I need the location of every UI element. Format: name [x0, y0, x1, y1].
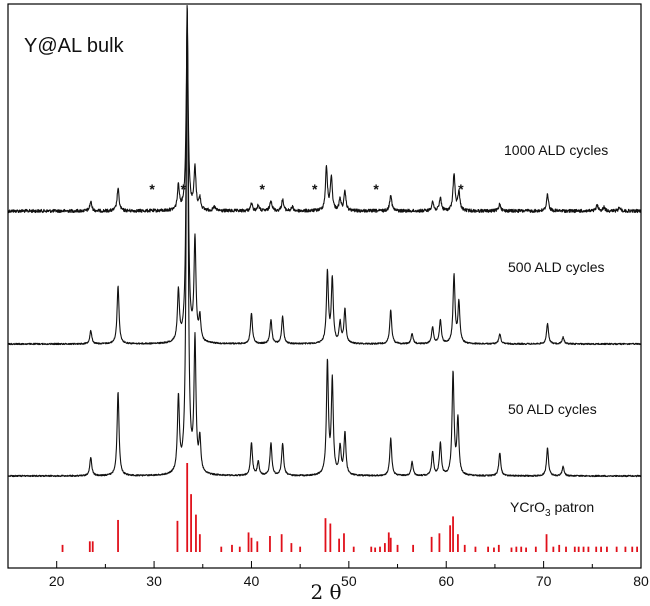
plot-area: 1000 ALD cycles * * * * * * 500 ALD cycles 50 AL…	[7, 4, 642, 552]
x-axis: 20 30 40 50 60 70 80	[7, 3, 649, 589]
series-2-trace	[7, 7, 642, 478]
plot-frame	[7, 3, 642, 569]
x-tick-label: 40	[244, 573, 260, 589]
series-0-trace	[7, 21, 642, 214]
series-0-label: 1000 ALD cycles	[504, 142, 608, 158]
reference-label: YCrO3 patron	[510, 499, 594, 519]
peak-marker-star: *	[259, 181, 265, 197]
x-tick-label: 50	[341, 573, 357, 589]
x-axis-title: 2 θ	[310, 580, 341, 604]
peak-marker-star: *	[312, 181, 318, 197]
series-2-label: 50 ALD cycles	[508, 401, 597, 417]
reference-label-sub: 3	[545, 508, 551, 519]
reference-label-suffix: patron	[551, 499, 595, 515]
x-tick-label: 60	[438, 573, 454, 589]
chart-title: Y@AL bulk	[24, 35, 125, 57]
x-tick-label: 80	[633, 573, 649, 589]
x-tick-label: 70	[536, 573, 552, 589]
x-tick-label: 20	[49, 573, 65, 589]
reference-label-main: YCrO	[510, 499, 545, 515]
x-tick-label: 30	[146, 573, 162, 589]
peak-marker-star: *	[149, 181, 155, 197]
peak-marker-star: *	[373, 181, 379, 197]
peak-marker-star: *	[181, 181, 187, 197]
peak-marker-star: *	[458, 181, 464, 197]
series-1-trace	[7, 4, 642, 346]
series-1-label: 500 ALD cycles	[508, 259, 605, 275]
